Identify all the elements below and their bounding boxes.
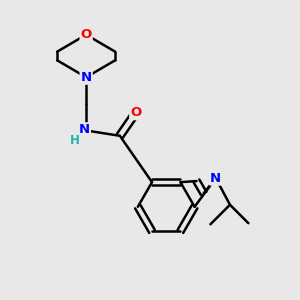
Text: O: O <box>80 28 92 41</box>
Text: O: O <box>130 106 141 119</box>
Text: H: H <box>70 134 80 147</box>
Text: N: N <box>79 123 90 136</box>
Text: N: N <box>210 172 221 185</box>
Text: N: N <box>81 71 92 84</box>
